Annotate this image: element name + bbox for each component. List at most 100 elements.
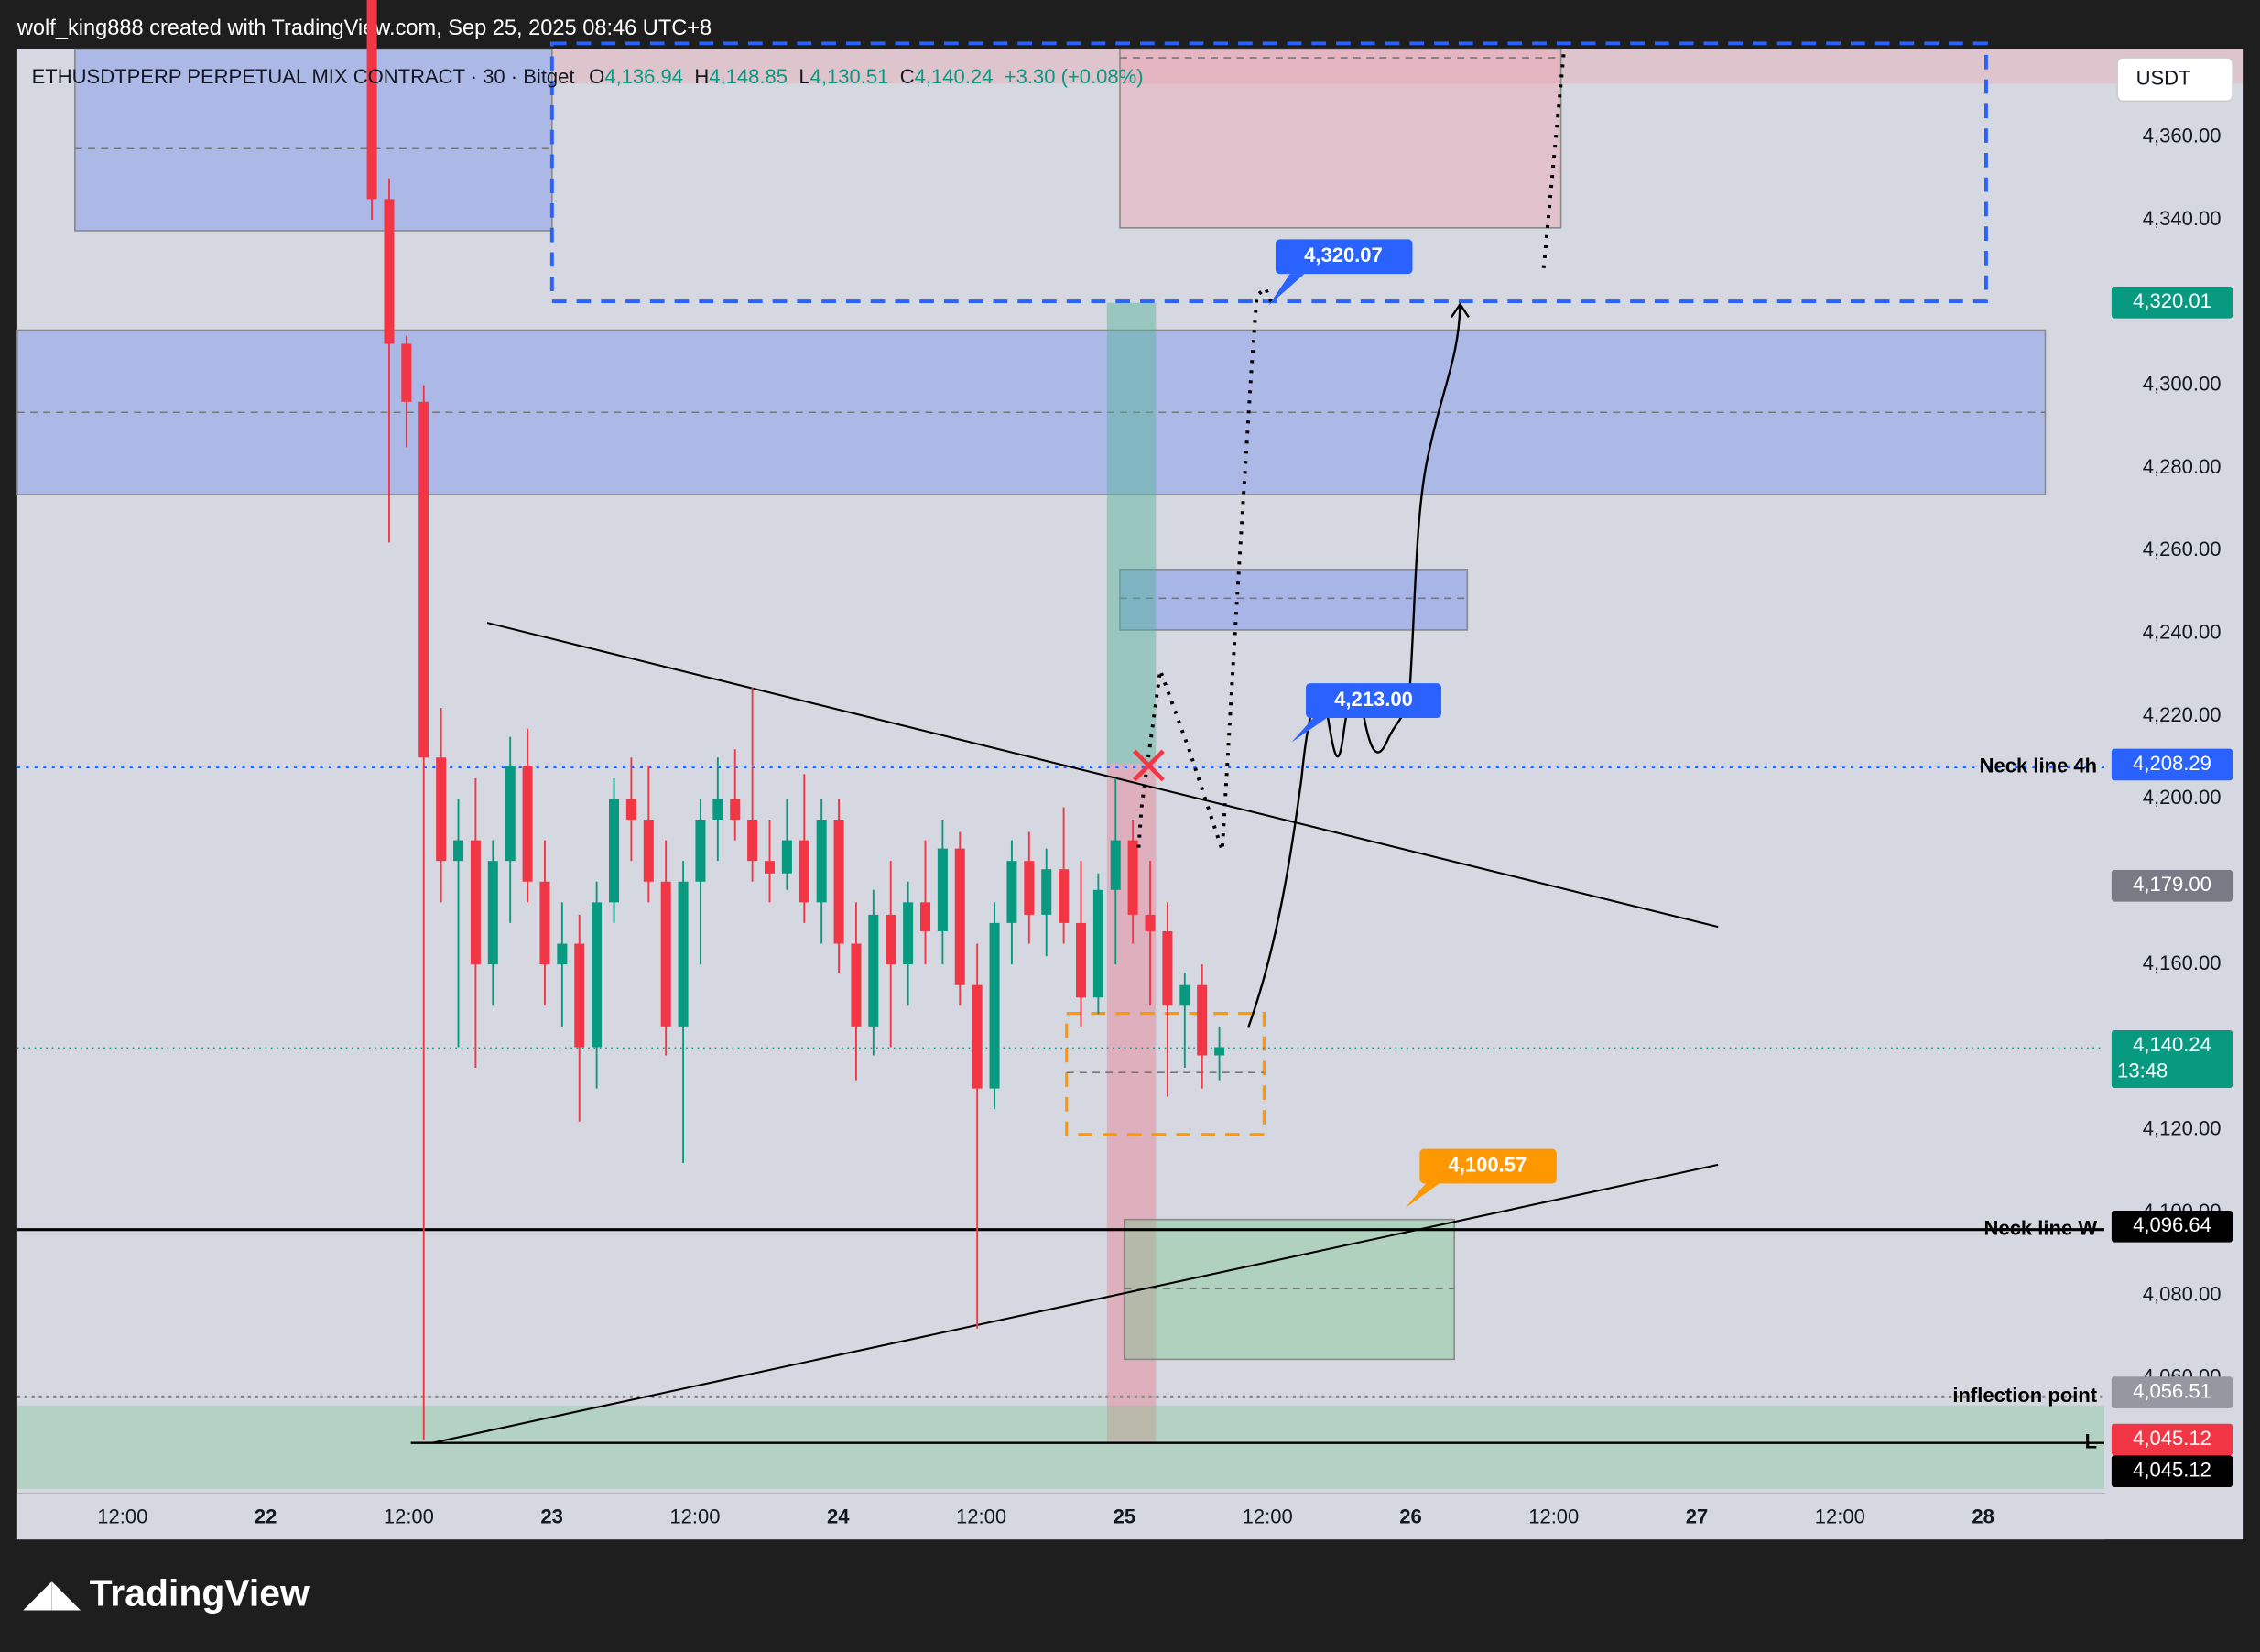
price-tag-label: 4,056.51 — [2133, 1379, 2211, 1402]
price-tick-label: 4,080.00 — [2143, 1282, 2222, 1305]
price-tick-label: 4,280.00 — [2143, 455, 2222, 478]
candle-body — [487, 861, 498, 965]
currency[interactable]: USDT — [2136, 66, 2191, 89]
ohlc-key: O — [589, 65, 604, 88]
zone — [1119, 569, 1469, 631]
line-label: Neck line W — [1984, 1217, 2098, 1240]
price-tick-label: 4,240.00 — [2143, 621, 2222, 644]
callout-label: 4,213.00 — [1334, 688, 1413, 711]
symbol: ETHUSDTPERP PERPETUAL MIX CONTRACT · 30 … — [32, 65, 575, 88]
candle-body — [660, 881, 671, 1027]
candle-body — [851, 943, 862, 1027]
price-tag — [2111, 748, 2233, 781]
time-tick-label: 12:00 — [1243, 1505, 1293, 1527]
candle-body — [764, 861, 776, 874]
candle-body — [436, 757, 447, 862]
time-tick-label: 12:00 — [384, 1505, 434, 1527]
time-tick-label: 27 — [1686, 1505, 1709, 1527]
callout-label: 4,100.57 — [1448, 1153, 1527, 1176]
price-tags: 4,320.01 4,208.29 4,179.00 4,140.24 13:48 4,0… — [2111, 286, 2233, 1487]
change: +3.30 (+0.08%) — [1005, 65, 1144, 88]
time-tick-label: 12:00 — [1528, 1505, 1579, 1527]
price-tag-label: 4,096.64 — [2133, 1213, 2211, 1236]
time-labels: 12:00 22 12:00 23 12:00 24 12:00 25 12:00 26 12:00… — [97, 1505, 1994, 1527]
logo-mark: ◢◣ — [23, 1571, 81, 1614]
x-marker — [1133, 749, 1165, 782]
price-tag — [2111, 1211, 2233, 1243]
candle-body — [522, 766, 533, 882]
countdown: 13:48 — [2117, 1060, 2168, 1082]
candle-body — [799, 840, 809, 903]
candle-body — [470, 840, 481, 965]
line-label: Neck line 4h — [1980, 754, 2097, 777]
ohlc-value: 4,148.85 — [709, 65, 788, 88]
candle-body — [730, 799, 741, 820]
callout-label: 4,320.07 — [1304, 244, 1383, 266]
candle-body — [1006, 861, 1017, 923]
candle-body — [886, 914, 896, 965]
candle-body — [833, 819, 844, 944]
candle-body — [712, 799, 723, 820]
price-tag-label: 4,320.01 — [2133, 289, 2211, 312]
candle-body — [1214, 1047, 1225, 1056]
candle-body — [954, 848, 965, 985]
candle-body — [695, 819, 706, 882]
price-tick-label: 4,220.00 — [2143, 703, 2222, 726]
price-tag-label: 4,045.12 — [2133, 1458, 2211, 1481]
price-tag — [2111, 1455, 2233, 1487]
callout — [1419, 1148, 1557, 1184]
candle-body — [1110, 840, 1121, 890]
candle-body — [1024, 861, 1035, 915]
price-tick-label: 4,300.00 — [2143, 372, 2222, 395]
zone — [1119, 48, 1562, 229]
time-tick-label: 12:00 — [97, 1505, 147, 1527]
price-tag — [2111, 1030, 2233, 1089]
currency-button[interactable] — [2116, 57, 2233, 103]
candle-body — [1179, 984, 1190, 1006]
ohlc-value: 4,140.24 — [915, 65, 994, 88]
price-tag-label: 4,208.29 — [2133, 752, 2211, 775]
price-tick-label: 4,120.00 — [2143, 1117, 2222, 1140]
candle-body — [1162, 930, 1173, 1006]
time-tick-label: 12:00 — [669, 1505, 720, 1527]
price-tag-label: 4,140.24 — [2133, 1033, 2211, 1056]
time-tick-label: 12:00 — [1815, 1505, 1865, 1527]
logo: TradingView — [90, 1571, 310, 1614]
candle-body — [1092, 889, 1103, 998]
candle-body — [1145, 914, 1156, 931]
candle-body — [401, 343, 412, 402]
candle-body — [1041, 869, 1052, 915]
candle-body — [903, 902, 914, 965]
candle-body — [384, 199, 395, 344]
candle-body — [781, 840, 792, 874]
price-tick-label: 4,340.00 — [2143, 207, 2222, 230]
projection-path — [1136, 285, 1277, 852]
candle-body — [625, 799, 636, 820]
candle-body — [678, 881, 689, 1027]
price-tag — [2111, 869, 2233, 902]
candles — [366, 0, 1225, 1440]
candle-body — [989, 922, 1000, 1089]
callout — [1275, 239, 1413, 275]
candle-body — [539, 881, 550, 965]
zone — [551, 49, 2244, 84]
candle-body — [747, 819, 758, 862]
candle-body — [574, 943, 585, 1048]
time-tick-label: 22 — [255, 1505, 277, 1527]
zone — [16, 1405, 2105, 1490]
candle-body — [557, 943, 568, 965]
time-tick-label: 24 — [827, 1505, 850, 1527]
time-tick-label: 23 — [540, 1505, 563, 1527]
candle-body — [816, 819, 827, 903]
candle-body — [505, 766, 516, 862]
ohlc-key: H — [694, 65, 709, 88]
candle-body — [1059, 869, 1070, 923]
band — [1106, 302, 1157, 765]
price-tag-label: 4,179.00 — [2133, 873, 2211, 896]
ohlc-key: L — [799, 65, 809, 88]
price-tick-label: 4,260.00 — [2143, 538, 2222, 560]
candle-body — [868, 914, 879, 1027]
candle-body — [366, 0, 377, 200]
price-tick-label: 4,160.00 — [2143, 951, 2222, 974]
